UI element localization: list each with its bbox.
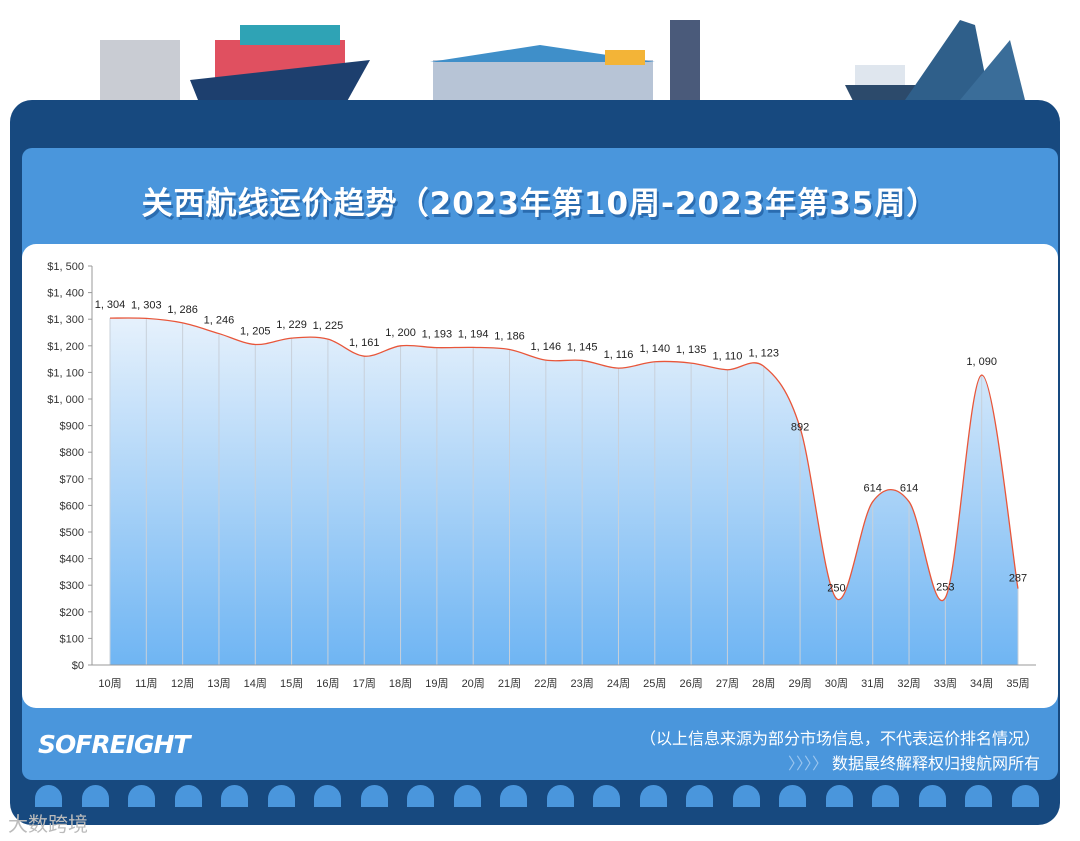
data-label: 1, 303 xyxy=(131,299,162,311)
source-note: （以上信息来源为部分市场信息，不代表运价排名情况） xyxy=(639,729,1040,748)
y-tick-label: $900 xyxy=(60,421,84,433)
y-tick-label: $600 xyxy=(60,500,84,512)
data-label: 614 xyxy=(864,483,882,495)
data-label: 1, 205 xyxy=(240,325,271,337)
data-label: 1, 161 xyxy=(349,337,380,349)
x-tick-label: 20周 xyxy=(462,677,485,690)
data-label: 1, 116 xyxy=(604,349,634,361)
data-label: 1, 193 xyxy=(422,329,453,341)
data-label: 1, 140 xyxy=(640,343,671,355)
data-label: 1, 225 xyxy=(313,320,344,332)
y-tick-label: $100 xyxy=(60,633,84,645)
data-label: 253 xyxy=(936,582,954,594)
x-tick-label: 15周 xyxy=(280,677,303,690)
y-tick-label: $1, 000 xyxy=(47,394,84,406)
y-tick-label: $300 xyxy=(60,580,84,592)
chart-title: 关西航线运价趋势（2023年第10周-2023年第35周） xyxy=(141,186,939,222)
data-label: 1, 246 xyxy=(204,315,235,327)
data-label: 1, 146 xyxy=(531,341,562,353)
data-label: 287 xyxy=(1009,573,1027,585)
data-label: 1, 186 xyxy=(494,331,525,343)
x-tick-label: 22周 xyxy=(534,677,557,690)
data-label: 1, 304 xyxy=(95,299,126,311)
x-tick-label: 32周 xyxy=(897,677,920,690)
watermark: 大数跨境 xyxy=(8,812,88,836)
x-tick-label: 10周 xyxy=(98,677,121,690)
x-tick-label: 33周 xyxy=(934,677,957,690)
data-label: 1, 123 xyxy=(748,347,779,359)
y-tick-label: $1, 200 xyxy=(47,341,84,353)
y-tick-label: $1, 500 xyxy=(47,261,84,273)
x-tick-label: 23周 xyxy=(571,677,594,690)
y-tick-label: $700 xyxy=(60,474,84,486)
x-tick-label: 26周 xyxy=(679,677,702,690)
x-tick-label: 27周 xyxy=(716,677,739,690)
x-tick-label: 21周 xyxy=(498,677,521,690)
data-label: 1, 135 xyxy=(676,344,707,356)
x-tick-label: 13周 xyxy=(207,677,230,690)
data-label: 250 xyxy=(827,583,845,595)
x-tick-label: 19周 xyxy=(425,677,448,690)
chevrons-icon: 〉〉〉〉 xyxy=(787,754,828,773)
x-tick-label: 31周 xyxy=(861,677,884,690)
x-tick-label: 12周 xyxy=(171,677,194,690)
data-label: 892 xyxy=(791,422,809,434)
data-label: 1, 145 xyxy=(567,341,598,353)
data-label: 1, 229 xyxy=(276,319,307,331)
data-label: 1, 194 xyxy=(458,328,489,340)
sofreight-logo: SOFREIGHT xyxy=(38,730,190,759)
x-tick-label: 35周 xyxy=(1006,677,1029,690)
y-tick-label: $800 xyxy=(60,447,84,459)
x-tick-label: 14周 xyxy=(244,677,267,690)
x-tick-label: 17周 xyxy=(353,677,376,690)
x-tick-label: 18周 xyxy=(389,677,412,690)
x-tick-label: 34周 xyxy=(970,677,993,690)
ticket-edge xyxy=(35,785,1045,807)
y-tick-label: $500 xyxy=(60,527,84,539)
y-tick-label: $1, 100 xyxy=(47,367,84,379)
y-tick-label: $1, 300 xyxy=(47,314,84,326)
series-line xyxy=(109,317,1019,602)
x-tick-label: 11周 xyxy=(135,677,157,690)
y-tick-label: $400 xyxy=(60,554,84,566)
data-label: 614 xyxy=(900,483,918,495)
data-label: 1, 286 xyxy=(167,304,198,316)
x-tick-label: 24周 xyxy=(607,677,630,690)
x-tick-label: 30周 xyxy=(825,677,848,690)
header-illustration xyxy=(100,20,1025,105)
x-tick-label: 28周 xyxy=(752,677,775,690)
data-label: 1, 110 xyxy=(713,351,743,363)
copyright-text: 数据最终解释权归搜航网所有 xyxy=(831,754,1040,773)
y-tick-label: $200 xyxy=(60,607,84,619)
copyright-note: 〉〉〉〉 数据最终解释权归搜航网所有 xyxy=(788,750,1040,774)
x-tick-label: 25周 xyxy=(643,677,666,690)
y-tick-label: $1, 400 xyxy=(47,288,84,300)
x-tick-label: 29周 xyxy=(788,677,811,690)
x-tick-label: 16周 xyxy=(316,677,339,690)
data-label: 1, 200 xyxy=(385,327,416,339)
data-label: 1, 090 xyxy=(966,356,997,368)
y-tick-label: $0 xyxy=(72,660,84,672)
